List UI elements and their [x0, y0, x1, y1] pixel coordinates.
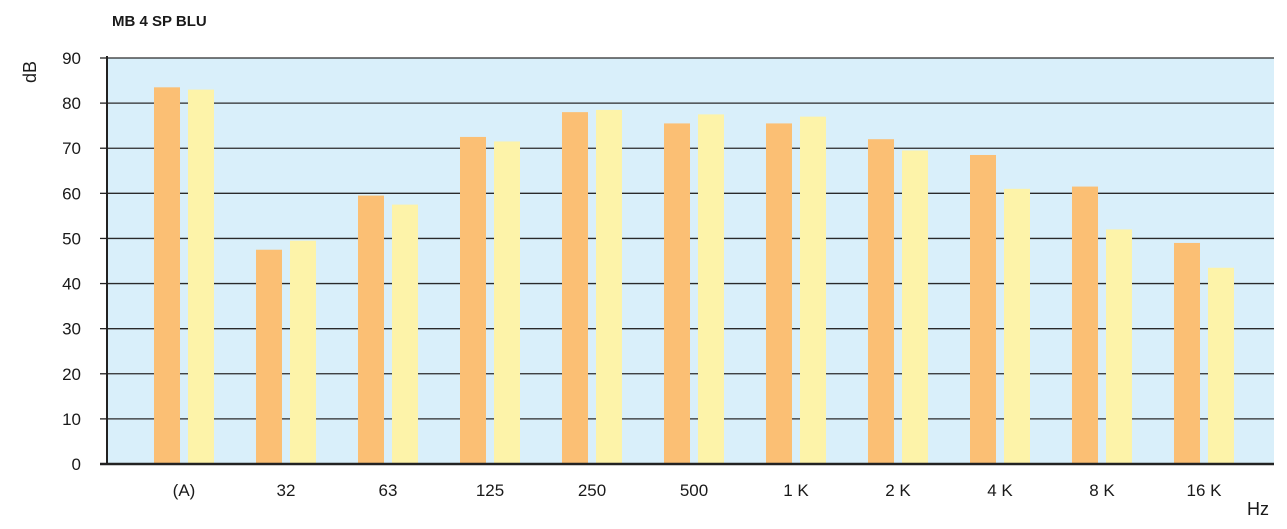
- y-axis-ticks: 0 10 20 30 40 50 60 70 80 90: [62, 49, 107, 474]
- x-tick-label: 1 K: [783, 481, 809, 500]
- bar: [290, 240, 316, 464]
- bar: [1004, 188, 1030, 465]
- y-tick-label: 70: [62, 139, 81, 158]
- chart-title: MB 4 SP BLU: [112, 13, 207, 30]
- bar: [902, 150, 928, 464]
- y-tick-label: 10: [62, 410, 81, 429]
- bar: [698, 114, 724, 464]
- x-tick-label: 63: [379, 481, 398, 500]
- bar: [256, 249, 282, 464]
- x-tick-label: 125: [476, 481, 504, 500]
- bar: [154, 87, 180, 465]
- bar: [392, 204, 418, 464]
- bar: [1106, 229, 1132, 464]
- bar: [664, 123, 690, 465]
- plot-area: [107, 58, 1274, 464]
- x-tick-label: 250: [578, 481, 606, 500]
- y-tick-label: 0: [72, 455, 81, 474]
- y-tick-label: 90: [62, 49, 81, 68]
- y-tick-label: 50: [62, 229, 81, 248]
- x-tick-label: 500: [680, 481, 708, 500]
- bar: [494, 141, 520, 464]
- x-tick-label: 8 K: [1089, 481, 1115, 500]
- bar: [970, 154, 996, 464]
- bar: [1072, 186, 1098, 465]
- x-tick-label: 4 K: [987, 481, 1013, 500]
- bar: [800, 116, 826, 465]
- y-axis-label: dB: [20, 61, 40, 83]
- bar: [596, 109, 622, 464]
- y-tick-label: 60: [62, 184, 81, 203]
- x-tick-label: 2 K: [885, 481, 911, 500]
- bar: [1174, 242, 1200, 464]
- bars: [154, 87, 1234, 465]
- y-tick-label: 30: [62, 320, 81, 339]
- x-tick-label: (A): [173, 481, 196, 500]
- y-tick-label: 80: [62, 94, 81, 113]
- y-tick-label: 40: [62, 275, 81, 294]
- bar: [188, 89, 214, 465]
- x-tick-label: 16 K: [1187, 481, 1223, 500]
- bar: [562, 112, 588, 464]
- bar: [766, 123, 792, 465]
- bar: [1208, 267, 1234, 464]
- x-axis-ticks: (A) 32 63 125 250 500 1 K 2 K 4 K 8 K 16 K: [173, 481, 1222, 500]
- bar: [358, 195, 384, 465]
- bar: [460, 136, 486, 464]
- x-tick-label: 32: [277, 481, 296, 500]
- x-axis-label: Hz: [1247, 499, 1269, 519]
- y-tick-label: 20: [62, 365, 81, 384]
- bar: [868, 139, 894, 464]
